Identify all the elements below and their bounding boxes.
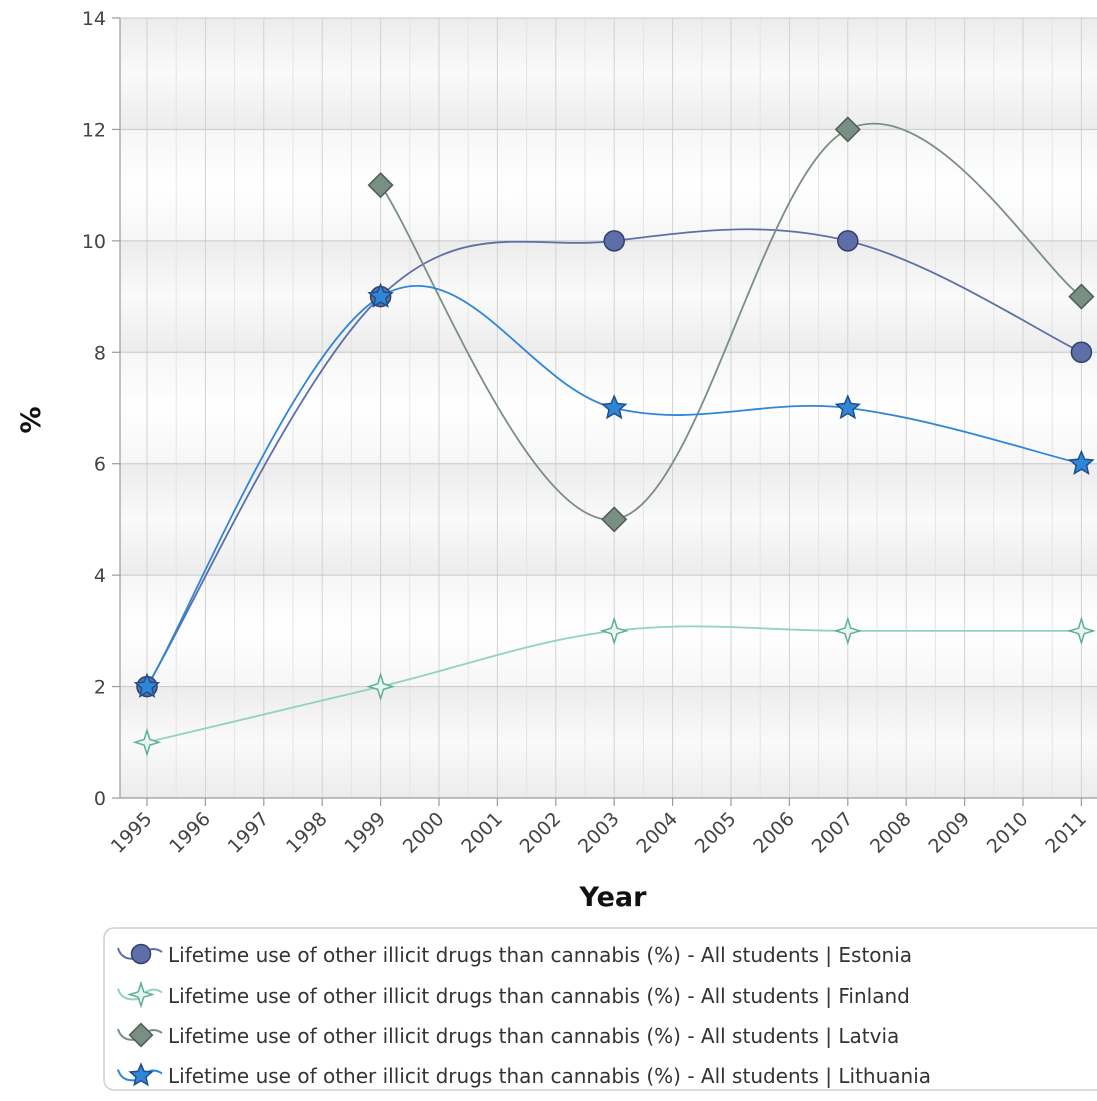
x-tick-label: 1999 [340,808,390,858]
data-point-star4 [1066,616,1096,646]
data-point-star4 [599,616,629,646]
data-point-star5 [1068,449,1095,475]
series-markers [132,116,1096,757]
x-tick-label: 2010 [983,808,1033,858]
legend-circle-icon [117,943,163,965]
legend-label-estonia: Lifetime use of other illicit drugs than… [168,943,912,967]
data-point-circle [603,230,625,252]
x-tick-label: 2007 [808,808,858,858]
y-tick-label: 4 [94,565,106,587]
x-tick-label: 1996 [165,808,215,858]
y-tick-label: 14 [82,8,106,30]
data-point-star5 [367,282,394,308]
series-line-0 [146,228,1082,688]
data-point-diamond [834,116,861,143]
y-tick-label: 0 [94,788,106,810]
legend: Lifetime use of other illicit drugs than… [103,927,1097,1091]
data-point-star4 [833,616,863,646]
x-tick-label: 1997 [224,808,274,858]
legend-item-lithuania[interactable]: Lifetime use of other illicit drugs than… [117,1062,931,1088]
plot-band [120,129,1097,241]
y-axis-title: % [16,406,47,433]
x-tick-label: 2003 [574,808,624,858]
x-tick-label: 2006 [749,808,799,858]
data-point-diamond [367,172,394,199]
x-tick-label: 1998 [282,808,332,858]
y-tick-label: 2 [94,677,106,699]
y-tick-label: 6 [94,454,106,476]
data-point-star4 [366,672,396,702]
data-point-diamond [601,506,628,533]
x-tick-label: 2005 [691,808,741,858]
x-tick-label: 2009 [924,808,974,858]
legend-star5-icon [117,1062,163,1087]
plot-background [120,18,1097,798]
data-point-diamond [1068,283,1095,310]
legend-marker [128,1062,154,1087]
x-tick-label: 2011 [1041,808,1091,858]
x-tick-label: 2002 [516,808,566,858]
plot-band [120,18,1097,130]
data-point-star5 [834,394,862,420]
data-point-star4 [132,727,162,757]
legend-star4-icon [117,980,163,1009]
y-tick-label: 10 [82,231,106,253]
plot-band [120,686,1097,798]
legend-item-latvia[interactable]: Lifetime use of other illicit drugs than… [117,1022,899,1048]
axes [112,17,1097,806]
x-tick-label: 2001 [457,808,507,858]
data-point-star5 [600,394,628,420]
x-tick-label: 2004 [632,808,682,858]
plot-band [120,240,1097,353]
y-tick-label: 12 [82,119,106,141]
legend-label-latvia: Lifetime use of other illicit drugs than… [168,1024,899,1048]
data-point-star5 [133,672,161,698]
legend-label-lithuania: Lifetime use of other illicit drugs than… [168,1064,931,1088]
grid-lines [120,17,1097,799]
x-tick-label: 2000 [399,808,449,858]
x-tick-label: 2008 [866,808,916,858]
legend-box [103,927,1097,1091]
y-tick-label: 8 [94,342,106,364]
legend-marker [128,1022,154,1048]
data-point-circle [837,230,859,252]
legend-item-estonia[interactable]: Lifetime use of other illicit drugs than… [117,943,912,967]
legend-label-finland: Lifetime use of other illicit drugs than… [168,984,910,1008]
legend-marker [127,980,155,1009]
data-point-circle [1070,341,1093,364]
series-line-2 [379,122,1082,521]
series-line-3 [146,285,1082,688]
x-tick-label: 1995 [107,808,157,858]
legend-marker [130,943,152,965]
legend-diamond-icon [117,1022,163,1048]
x-axis-title: Year [579,882,648,913]
legend-item-finland[interactable]: Lifetime use of other illicit drugs than… [117,980,910,1009]
